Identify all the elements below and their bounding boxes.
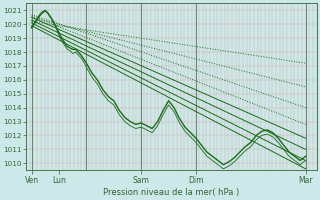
X-axis label: Pression niveau de la mer( hPa ): Pression niveau de la mer( hPa ) (103, 188, 239, 197)
